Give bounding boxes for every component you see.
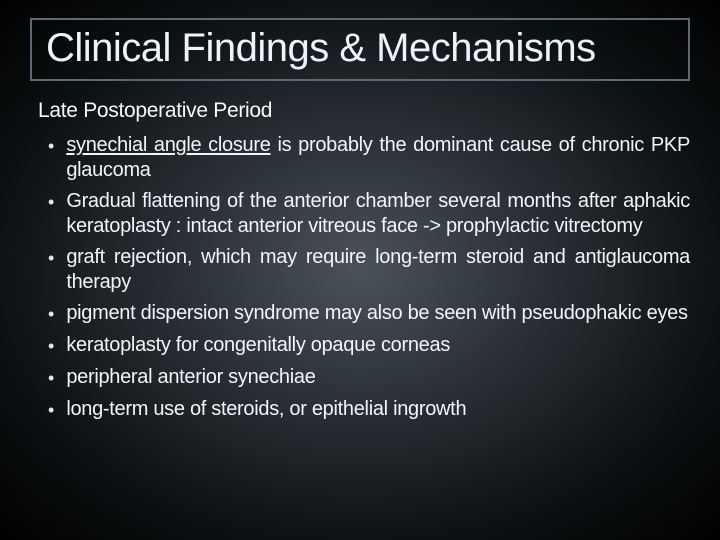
- bullet-text: peripheral anterior synechiae: [66, 365, 690, 390]
- bullet-text: long-term use of steroids, or epithelial…: [66, 397, 690, 422]
- bullet-icon: •: [48, 365, 54, 391]
- slide-container: Clinical Findings & Mechanisms Late Post…: [0, 0, 720, 540]
- slide-title: Clinical Findings & Mechanisms: [46, 26, 674, 71]
- title-box: Clinical Findings & Mechanisms: [30, 18, 690, 81]
- bullet-text: graft rejection, which may require long-…: [66, 245, 690, 295]
- list-item: • long-term use of steroids, or epitheli…: [38, 397, 690, 423]
- bullet-text: keratoplasty for congenitally opaque cor…: [66, 333, 690, 358]
- bullet-text: Gradual flattening of the anterior chamb…: [66, 189, 690, 239]
- bullet-icon: •: [48, 133, 54, 159]
- bullet-icon: •: [48, 301, 54, 327]
- list-item: • graft rejection, which may require lon…: [38, 245, 690, 295]
- list-item: • keratoplasty for congenitally opaque c…: [38, 333, 690, 359]
- list-item: • peripheral anterior synechiae: [38, 365, 690, 391]
- list-item: • Gradual flattening of the anterior cha…: [38, 189, 690, 239]
- bullet-list: • synechial angle closure is probably th…: [38, 133, 690, 423]
- underline-text: synechial angle closure: [66, 134, 270, 156]
- bullet-text: synechial angle closure is probably the …: [66, 133, 690, 183]
- bullet-icon: •: [48, 333, 54, 359]
- list-item: • pigment dispersion syndrome may also b…: [38, 301, 690, 327]
- slide-subtitle: Late Postoperative Period: [38, 99, 690, 123]
- bullet-icon: •: [48, 245, 54, 271]
- bullet-text: pigment dispersion syndrome may also be …: [66, 301, 690, 326]
- bullet-icon: •: [48, 189, 54, 215]
- bullet-icon: •: [48, 397, 54, 423]
- list-item: • synechial angle closure is probably th…: [38, 133, 690, 183]
